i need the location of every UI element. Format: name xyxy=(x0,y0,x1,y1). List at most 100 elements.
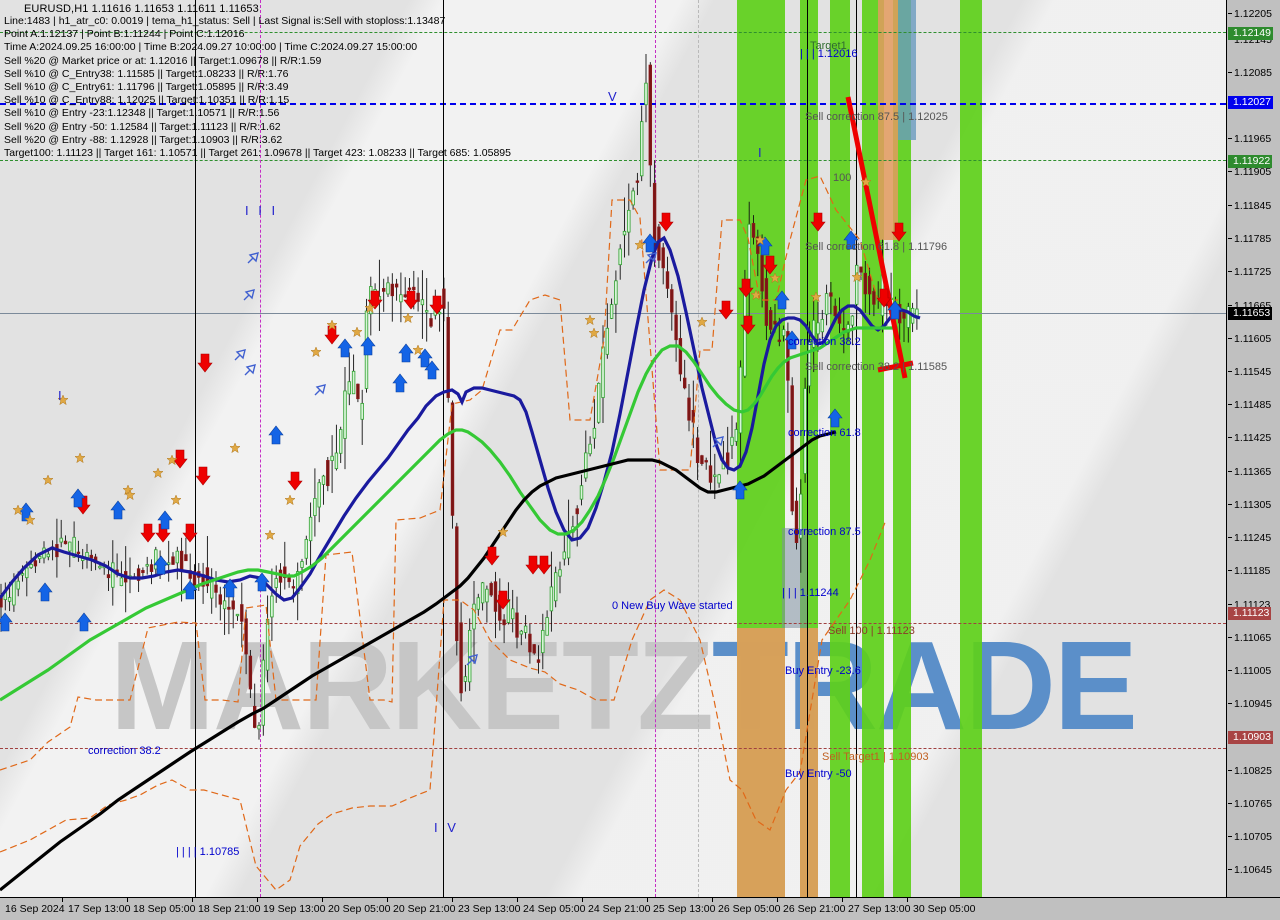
info-line-5: Sell %10 @ C_Entry61: 1.11796 || Target:… xyxy=(4,81,289,94)
price-tick: 1.11545 xyxy=(1227,366,1280,378)
price-tick: 1.11365 xyxy=(1227,466,1280,478)
price-tick: 1.11305 xyxy=(1227,499,1280,511)
time-tick-mark xyxy=(777,898,778,902)
price-level-line xyxy=(0,748,1226,749)
price-label-highlight: 1.11922 xyxy=(1228,155,1273,168)
wave-label: I I I xyxy=(245,203,279,218)
price-tick: 1.10705 xyxy=(1227,831,1280,843)
price-level-line xyxy=(0,160,1226,161)
price-tick: 1.11485 xyxy=(1227,399,1280,411)
price-label-highlight: 1.12027 xyxy=(1228,96,1273,109)
price-level-line xyxy=(0,313,1226,314)
price-tick: 1.10825 xyxy=(1227,765,1280,777)
wave-label: I xyxy=(58,388,65,403)
chart-info-header: EURUSD,H1 1.11616 1.11653 1.11611 1.1165… xyxy=(0,0,1226,160)
price-tick: 1.11425 xyxy=(1227,432,1280,444)
time-tick-mark xyxy=(192,898,193,902)
time-tick: 18 Sep 21:00 xyxy=(198,903,261,915)
time-tick-mark xyxy=(842,898,843,902)
info-line-2: Time A:2024.09.25 16:00:00 | Time B:2024… xyxy=(4,41,418,54)
session-band xyxy=(960,0,982,897)
price-label-highlight: 1.12149 xyxy=(1228,27,1273,40)
price-level-line xyxy=(0,623,1226,624)
info-line-3: Sell %20 @ Market price or at: 1.12016 |… xyxy=(4,54,322,67)
price-tick: 1.12085 xyxy=(1227,67,1280,79)
wave-label: I V xyxy=(434,820,459,835)
price-tick: 1.11245 xyxy=(1227,532,1280,544)
info-line-8: Sell %20 @ Entry -50: 1.12584 || Target:… xyxy=(4,120,281,133)
chart-annotation: Sell correction 61.8 | 1.11796 xyxy=(805,241,948,253)
chart-annotation: correction 87.5 xyxy=(788,526,861,538)
chart-annotation: 0 New Buy Wave started xyxy=(612,600,733,612)
session-band xyxy=(737,628,785,897)
info-line-6: Sell %10 @ C_Entry88: 1.12025 || Target:… xyxy=(4,94,290,107)
chart-annotation: | | | 1.11244 xyxy=(782,587,839,599)
time-tick-mark xyxy=(517,898,518,902)
price-level-line xyxy=(0,32,1226,33)
price-tick: 1.10765 xyxy=(1227,798,1280,810)
chart-annotation: | | | | 1.10785 xyxy=(176,846,240,858)
info-line-1: Point A:1.12137 | Point B:1.11244 | Poin… xyxy=(4,28,245,41)
price-tick: 1.11185 xyxy=(1227,565,1280,577)
info-line-10: Target100: 1.11123 || Target 161: 1.1057… xyxy=(4,147,511,160)
time-tick: 20 Sep 21:00 xyxy=(393,903,456,915)
time-tick-mark xyxy=(452,898,453,902)
wave-label: V xyxy=(608,89,620,104)
wave-label: I xyxy=(758,145,765,160)
time-tick: 26 Sep 21:00 xyxy=(783,903,846,915)
time-tick: 24 Sep 05:00 xyxy=(523,903,586,915)
chart-annotation: Buy Entry -23.6 xyxy=(785,665,861,677)
time-tick: 18 Sep 05:00 xyxy=(133,903,196,915)
info-line-7: Sell %10 @ Entry -23:1.12348 || Target:1… xyxy=(4,107,280,120)
chart-plot-area[interactable]: MARKETZTRADE xyxy=(0,0,1226,897)
time-tick-mark xyxy=(257,898,258,902)
time-tick-mark xyxy=(647,898,648,902)
price-tick: 1.11965 xyxy=(1227,133,1280,145)
price-tick: 1.11905 xyxy=(1227,166,1280,178)
time-tick: 24 Sep 21:00 xyxy=(588,903,651,915)
time-tick-mark xyxy=(582,898,583,902)
time-tick: 23 Sep 13:00 xyxy=(458,903,521,915)
price-scale[interactable]: 1.122051.121451.120851.120251.119651.119… xyxy=(1226,0,1280,897)
chart-annotation: correction 38.2 xyxy=(788,336,861,348)
chart-annotation: Target1 xyxy=(810,40,847,52)
chart-annotation: Buy Entry -50 xyxy=(785,768,852,780)
price-tick: 1.11065 xyxy=(1227,632,1280,644)
session-band xyxy=(782,528,807,628)
time-tick-mark xyxy=(62,898,63,902)
time-tick: 26 Sep 05:00 xyxy=(718,903,781,915)
info-line-0: Line:1483 | h1_atr_c0: 0.0019 | tema_h1_… xyxy=(4,15,446,27)
time-tick: 17 Sep 13:00 xyxy=(68,903,131,915)
chart-annotation: | | | 1.12016 xyxy=(800,48,858,60)
time-scale[interactable]: 16 Sep 2024 17 Sep 13:00 18 Sep 05:00 18 Se… xyxy=(0,897,1280,920)
time-tick-mark xyxy=(712,898,713,902)
time-tick: 27 Sep 13:00 xyxy=(848,903,911,915)
price-tick: 1.10945 xyxy=(1227,698,1280,710)
chart-annotation: 100 xyxy=(833,172,852,184)
time-tick-mark xyxy=(322,898,323,902)
price-label-highlight: 1.11123 xyxy=(1228,607,1272,620)
info-line-9: Sell %20 @ Entry -88: 1.12928 || Target:… xyxy=(4,133,283,146)
price-tick: 1.11725 xyxy=(1227,266,1280,278)
time-tick: 16 Sep 2024 xyxy=(5,903,65,915)
price-label-highlight: 1.11653 xyxy=(1228,307,1273,320)
price-tick: 1.11845 xyxy=(1227,200,1280,212)
time-tick: 25 Sep 13:00 xyxy=(653,903,716,915)
price-tick: 1.11785 xyxy=(1227,233,1280,245)
time-tick: 30 Sep 05:00 xyxy=(913,903,976,915)
chart-annotation: correction 61.8 xyxy=(788,427,861,439)
time-tick-mark xyxy=(127,898,128,902)
info-line-4: Sell %10 @ C_Entry38: 1.11585 || Target:… xyxy=(4,67,289,80)
price-level-line xyxy=(0,103,1226,105)
symbol-ohlc-line: EURUSD,H1 1.11616 1.11653 1.11611 1.1165… xyxy=(24,3,259,15)
time-tick-mark xyxy=(907,898,908,902)
chart-annotation: Sell correction 38.2 | 1.11585 xyxy=(805,361,948,373)
time-tick: 20 Sep 05:00 xyxy=(328,903,391,915)
price-tick: 1.11605 xyxy=(1227,333,1280,345)
price-tick: 1.12205 xyxy=(1227,8,1280,20)
price-tick: 1.11005 xyxy=(1227,665,1280,677)
price-label-highlight: 1.10903 xyxy=(1228,731,1273,744)
price-tick: 1.10645 xyxy=(1227,864,1280,876)
chart-annotation: Sell Target1 | 1.10903 xyxy=(822,751,929,763)
